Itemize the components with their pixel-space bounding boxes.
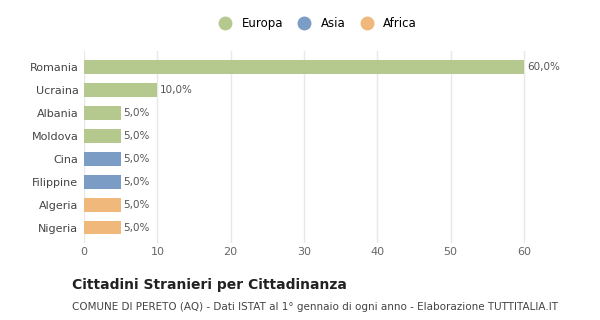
Bar [84,198,121,212]
Text: 5,0%: 5,0% [124,108,150,118]
Text: 60,0%: 60,0% [527,62,560,72]
Bar [84,106,121,120]
Text: 5,0%: 5,0% [124,223,150,233]
Bar [84,175,121,188]
Text: 5,0%: 5,0% [124,131,150,141]
Bar [84,83,157,97]
Bar [84,60,524,74]
Bar [84,221,121,235]
Text: 5,0%: 5,0% [124,200,150,210]
Text: 10,0%: 10,0% [160,85,193,95]
Text: Cittadini Stranieri per Cittadinanza: Cittadini Stranieri per Cittadinanza [72,278,347,292]
Text: 5,0%: 5,0% [124,154,150,164]
Text: COMUNE DI PERETO (AQ) - Dati ISTAT al 1° gennaio di ogni anno - Elaborazione TUT: COMUNE DI PERETO (AQ) - Dati ISTAT al 1°… [72,302,558,312]
Legend: Europa, Asia, Africa: Europa, Asia, Africa [211,15,419,33]
Text: 5,0%: 5,0% [124,177,150,187]
Bar [84,129,121,143]
Bar [84,152,121,165]
